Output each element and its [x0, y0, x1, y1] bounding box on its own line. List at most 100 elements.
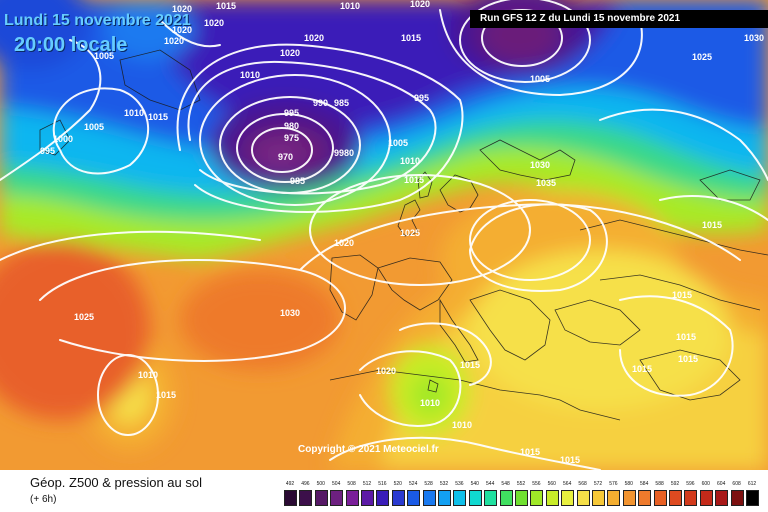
legend-tick-label: 596 [686, 481, 695, 487]
isobar-label: 1020 [334, 238, 354, 248]
legend-swatch [638, 490, 652, 506]
legend-swatch [592, 490, 605, 506]
isobar-label: 1010 [420, 398, 440, 408]
legend-tick-label: 508 [347, 481, 356, 487]
isobar-label: 1005 [388, 138, 408, 148]
legend-swatch [376, 490, 390, 506]
legend-tick-label: 532 [439, 481, 449, 487]
isobar-label: 1015 [156, 390, 176, 400]
isobar-label: 1020 [172, 25, 192, 35]
legend-swatch [607, 490, 621, 506]
legend-swatch [622, 490, 636, 506]
legend-swatch [576, 490, 590, 506]
legend-tick-label: 604 [717, 481, 726, 487]
legend-tick-label: 500 [316, 481, 325, 487]
legend-tick-label: 560 [547, 481, 556, 487]
date-label: Lundi 15 novembre 2021 [4, 12, 191, 29]
isobar-label: 1015 [148, 112, 168, 122]
legend-swatch [746, 490, 759, 506]
legend-tick-label: 548 [501, 481, 510, 487]
isobar-label: 1025 [692, 52, 712, 62]
isobar-label: 970 [278, 152, 293, 162]
legend-swatch [453, 490, 467, 506]
map-footer: Géop. Z500 & pression au sol (+ 6h) 492 4… [0, 470, 768, 512]
legend-swatch [545, 490, 559, 506]
legend-tick-label: 556 [532, 481, 541, 487]
legend-swatch [314, 490, 328, 506]
isobars [0, 0, 768, 470]
geopotential-field [0, 0, 768, 470]
isobar-label: 9980 [334, 148, 354, 158]
legend-tick-label: 580 [624, 481, 633, 487]
legend-tick-label: 496 [301, 481, 310, 487]
local-time-label: 20:00 locale [14, 34, 128, 56]
legend-swatch [468, 490, 482, 506]
isobar-label: 1005 [530, 74, 550, 84]
forecast-step: (+ 6h) [30, 494, 57, 505]
legend-tick-label: 568 [578, 481, 587, 487]
isobar-label: 1010 [340, 1, 360, 11]
legend-swatch [345, 490, 359, 506]
copyright-notice: Copyright © 2021 Meteociel.fr [298, 444, 439, 455]
isobar-label: 1015 [460, 360, 480, 370]
legend-swatch [499, 490, 513, 506]
legend-swatch [561, 490, 575, 506]
legend-swatch [699, 490, 713, 506]
isobar-label: 1030 [280, 308, 300, 318]
legend-tick-label: 552 [516, 481, 526, 487]
legend-swatch [715, 490, 729, 506]
legend-tick-label: 588 [655, 481, 664, 487]
legend-tick-label: 516 [378, 481, 387, 487]
legend-tick-label: 584 [640, 481, 649, 487]
legend-swatch [515, 490, 528, 506]
legend-swatch [391, 490, 405, 506]
isobar-label: 1010 [452, 420, 472, 430]
isobar-label: 1030 [744, 33, 764, 43]
isobar-label: 985 [290, 176, 305, 186]
legend-tick-label: 512 [362, 481, 372, 487]
model-run-banner: Run GFS 12 Z du Lundi 15 novembre 2021 [470, 10, 768, 28]
legend-swatch [730, 490, 744, 506]
isobar-label: 1020 [304, 33, 324, 43]
legend-tick-label: 600 [701, 481, 710, 487]
legend-tick-label: 592 [670, 481, 680, 487]
isobar-label: 1020 [172, 4, 192, 14]
legend-tick-label: 564 [563, 481, 572, 487]
isobar-label: 1015 [702, 220, 722, 230]
isobar-label: 1015 [678, 354, 698, 364]
legend-tick-label: 612 [747, 481, 757, 487]
legend-swatch [361, 490, 374, 506]
isobar-label: 1015 [216, 1, 236, 11]
legend-swatch [299, 490, 313, 506]
legend-swatch [684, 490, 698, 506]
weather-map: 1020 1015 1020 1020 1020 1010 1020 1020 1030 1005… [0, 0, 768, 470]
legend-swatch [530, 490, 544, 506]
isobar-label: 1030 [530, 160, 550, 170]
isobar-label: 985 [334, 98, 349, 108]
legend-swatch [284, 490, 297, 506]
color-legend: 492 496 500 504 508 512 516 520 524 528 532 536 540 5… [284, 470, 768, 512]
legend-tick-label: 520 [393, 481, 402, 487]
isobar-label: 995 [284, 108, 299, 118]
isobar-label: 1020 [376, 366, 396, 376]
legend-swatch [653, 490, 667, 506]
isobar-label: 980 [284, 121, 299, 131]
isobar-label: 1020 [410, 0, 430, 9]
isobar-label: 1015 [560, 455, 580, 465]
legend-tick-label: 504 [332, 481, 341, 487]
legend-swatch [669, 490, 682, 506]
legend-tick-label: 536 [455, 481, 464, 487]
isobar-label: 1005 [94, 51, 114, 61]
isobar-label: 1015 [672, 290, 692, 300]
legend-swatch [438, 490, 451, 506]
isobar-label: 1015 [632, 364, 652, 374]
legend-tick-label: 492 [285, 481, 295, 487]
isobar-label: 1005 [84, 122, 104, 132]
legend-tick-label: 572 [593, 481, 603, 487]
isobar-label: 1015 [404, 175, 424, 185]
isobar-label: 1020 [164, 36, 184, 46]
isobar-label: 990 [313, 98, 328, 108]
isobar-label: 1015 [676, 332, 696, 342]
